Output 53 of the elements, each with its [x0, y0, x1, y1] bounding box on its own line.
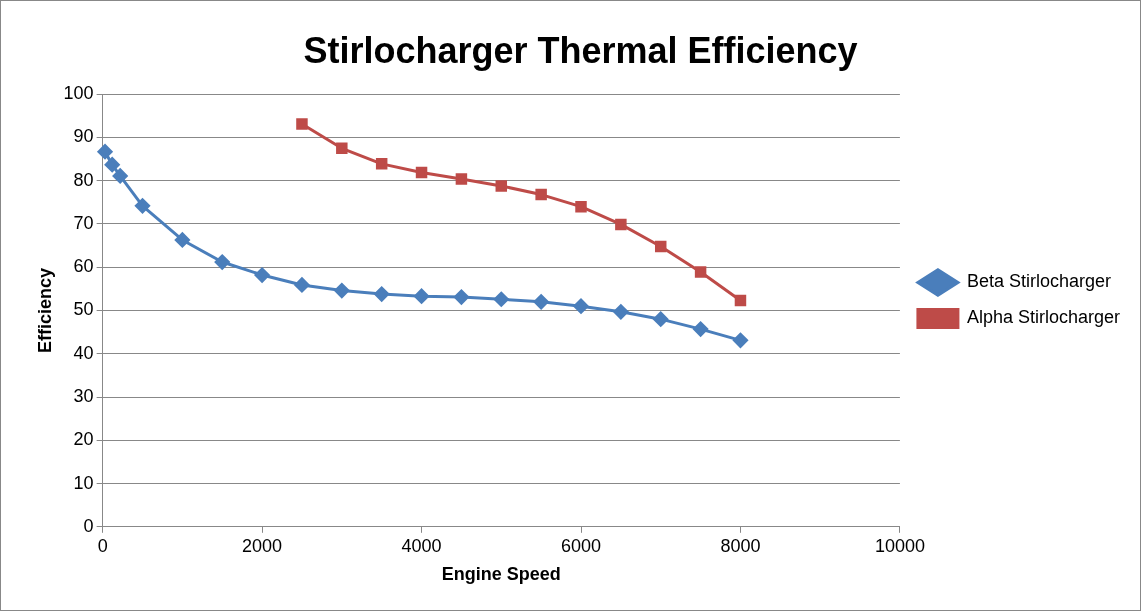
point — [374, 286, 390, 302]
y-tick-label: 50 — [73, 299, 94, 320]
point — [112, 168, 128, 184]
y-tick-label: 10 — [73, 472, 94, 493]
y-tick-label: 60 — [73, 256, 94, 277]
y-tick-label: 90 — [73, 126, 94, 147]
y-tick-label: 80 — [73, 169, 94, 190]
x-tick-label: 6000 — [560, 535, 602, 556]
y-tick-label: 0 — [83, 515, 94, 536]
point — [613, 304, 629, 320]
point — [455, 173, 468, 185]
point — [174, 232, 190, 248]
x-tick-label: 0 — [97, 535, 108, 556]
point — [653, 311, 669, 327]
point — [453, 289, 469, 305]
y-tick-label: 40 — [73, 342, 94, 363]
point — [135, 198, 150, 214]
point — [336, 142, 348, 155]
point — [97, 144, 113, 160]
point — [495, 180, 508, 192]
point — [254, 267, 270, 283]
point — [296, 118, 308, 130]
y-tick-label: 100 — [63, 83, 94, 104]
y-tick-label: 70 — [73, 212, 94, 233]
point — [294, 277, 310, 293]
point — [694, 266, 707, 278]
point — [573, 298, 589, 314]
point — [533, 294, 549, 310]
point — [415, 166, 428, 179]
x-axis-title: Engine Speed — [441, 564, 561, 585]
point — [535, 188, 547, 201]
y-tick-label: 30 — [73, 385, 94, 406]
point — [334, 283, 350, 299]
point — [734, 294, 747, 307]
chart-title: Stirlocharger Thermal Efficiency — [303, 29, 858, 71]
legend-label: Alpha Stirlocharger — [966, 307, 1121, 328]
x-tick-label: 8000 — [720, 535, 761, 556]
point — [693, 321, 709, 337]
x-tick-label: 4000 — [401, 535, 442, 556]
x-tick-label: 10000 — [874, 535, 925, 556]
point — [104, 157, 120, 173]
point — [493, 291, 509, 307]
point — [615, 218, 627, 231]
point — [732, 332, 748, 348]
legend-label: Beta Stirlocharger — [966, 271, 1111, 292]
point — [214, 254, 230, 270]
point — [414, 288, 430, 304]
y-axis-title: Efficiency — [34, 267, 55, 354]
point — [375, 158, 388, 170]
point — [654, 240, 667, 253]
point — [575, 200, 587, 213]
y-tick-label: 20 — [73, 429, 94, 450]
x-tick-label: 2000 — [242, 535, 283, 556]
